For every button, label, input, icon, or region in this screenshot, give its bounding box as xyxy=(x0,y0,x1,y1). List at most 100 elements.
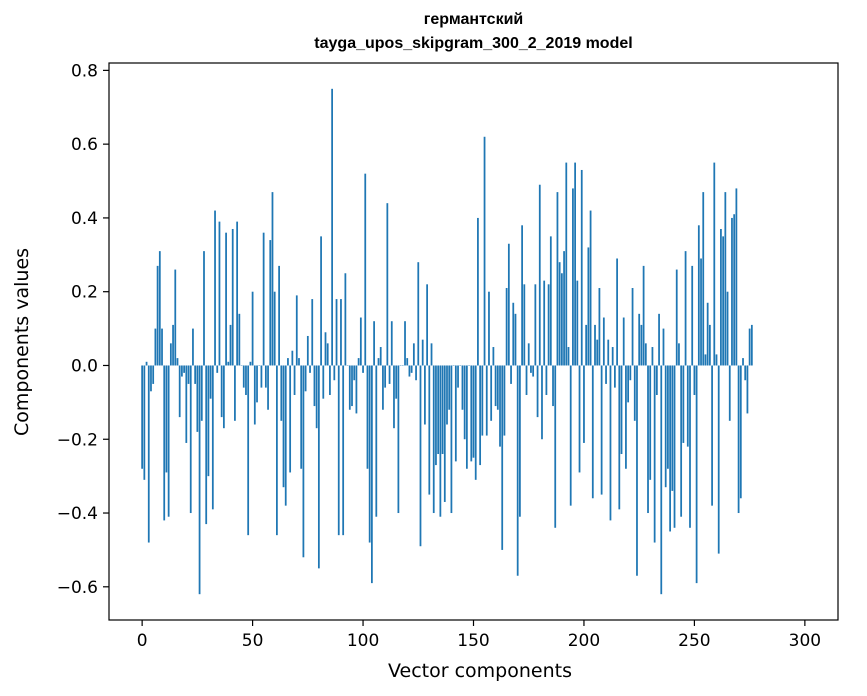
bar-18 xyxy=(181,365,183,377)
bar-26 xyxy=(198,365,201,595)
bar-75 xyxy=(306,335,309,366)
bar-253 xyxy=(700,258,702,366)
bar-171 xyxy=(519,365,521,517)
bar-247 xyxy=(686,365,689,447)
bar-105 xyxy=(373,321,375,366)
bar-218 xyxy=(622,317,625,366)
bar-237 xyxy=(664,365,667,488)
bar-95 xyxy=(351,365,353,407)
bar-133 xyxy=(435,365,437,466)
bar-272 xyxy=(742,358,744,366)
bar-177 xyxy=(532,365,535,377)
bar-226 xyxy=(640,324,643,366)
bar-170 xyxy=(516,365,519,576)
bar-22 xyxy=(189,365,192,514)
bar-249 xyxy=(691,265,694,366)
bar-5 xyxy=(152,365,155,384)
bar-55 xyxy=(262,232,265,366)
bars-group xyxy=(141,88,753,595)
bar-84 xyxy=(326,343,329,366)
bar-9 xyxy=(161,328,163,366)
bar-109 xyxy=(382,365,384,410)
x-tick-label-50: 50 xyxy=(242,631,264,651)
bar-11 xyxy=(165,365,168,473)
bar-50 xyxy=(251,291,254,366)
bar-107 xyxy=(377,358,380,366)
bar-76 xyxy=(309,365,311,373)
bar-212 xyxy=(609,365,612,521)
bar-128 xyxy=(424,365,426,425)
bar-167 xyxy=(510,365,512,384)
bar-33 xyxy=(214,210,216,366)
bar-147 xyxy=(465,365,468,469)
bar-203 xyxy=(589,210,592,366)
bar-19 xyxy=(183,365,185,373)
bar-94 xyxy=(348,365,351,410)
bar-63 xyxy=(280,365,283,421)
bar-142 xyxy=(454,365,457,462)
bar-41 xyxy=(231,228,234,366)
bar-8 xyxy=(158,251,161,366)
bar-227 xyxy=(642,265,645,366)
bar-169 xyxy=(514,313,517,366)
bar-98 xyxy=(357,358,360,366)
bar-38 xyxy=(225,232,227,366)
bar-112 xyxy=(388,365,391,384)
bar-103 xyxy=(368,365,371,543)
bar-257 xyxy=(708,324,711,366)
y-tick-label-1: −0.4 xyxy=(57,504,98,524)
x-tick-label-150: 150 xyxy=(457,631,489,651)
bar-175 xyxy=(527,343,530,366)
bar-262 xyxy=(720,228,722,366)
bar-90 xyxy=(340,299,342,366)
bar-17 xyxy=(178,365,181,418)
bar-32 xyxy=(211,365,214,510)
bar-248 xyxy=(689,365,691,528)
bar-192 xyxy=(565,162,568,366)
bar-3 xyxy=(147,365,150,543)
bar-42 xyxy=(234,365,236,421)
bar-24 xyxy=(194,365,197,384)
bar-156 xyxy=(485,365,488,436)
bar-165 xyxy=(505,288,508,366)
bar-241 xyxy=(673,365,676,528)
bar-159 xyxy=(492,347,495,366)
bar-230 xyxy=(649,365,652,480)
bar-4 xyxy=(150,365,152,392)
bar-200 xyxy=(583,365,585,443)
bar-131 xyxy=(430,343,433,366)
y-tick-label-3: 0.0 xyxy=(71,356,98,376)
bar-202 xyxy=(587,247,590,366)
bar-104 xyxy=(371,365,373,584)
bar-85 xyxy=(329,365,331,395)
bar-222 xyxy=(631,288,634,366)
bar-89 xyxy=(337,365,340,536)
bar-99 xyxy=(359,317,362,366)
bar-274 xyxy=(746,365,749,414)
bar-61 xyxy=(276,365,278,536)
bar-276 xyxy=(750,324,753,366)
bar-207 xyxy=(598,288,601,366)
bar-7 xyxy=(156,265,159,366)
bar-176 xyxy=(530,365,532,373)
x-axis-label: Vector components xyxy=(388,660,572,682)
bar-234 xyxy=(658,313,660,366)
bar-215 xyxy=(616,258,618,366)
bar-97 xyxy=(355,365,358,414)
bar-123 xyxy=(412,343,415,366)
bar-34 xyxy=(216,365,219,373)
bar-154 xyxy=(481,365,484,436)
bar-52 xyxy=(256,365,258,403)
bar-242 xyxy=(675,269,678,366)
bar-236 xyxy=(662,328,665,366)
bar-178 xyxy=(534,284,537,366)
bar-266 xyxy=(728,365,731,421)
bar-126 xyxy=(419,365,422,547)
bar-209 xyxy=(602,317,605,366)
bar-81 xyxy=(320,236,322,366)
bar-224 xyxy=(636,365,638,576)
bar-181 xyxy=(541,365,543,440)
bar-217 xyxy=(620,365,623,455)
bar-127 xyxy=(421,339,424,366)
